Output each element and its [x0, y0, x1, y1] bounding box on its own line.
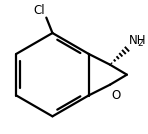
Text: Cl: Cl: [33, 4, 45, 17]
Text: NH: NH: [129, 34, 147, 47]
Text: O: O: [112, 89, 121, 102]
Text: 2: 2: [137, 39, 143, 48]
